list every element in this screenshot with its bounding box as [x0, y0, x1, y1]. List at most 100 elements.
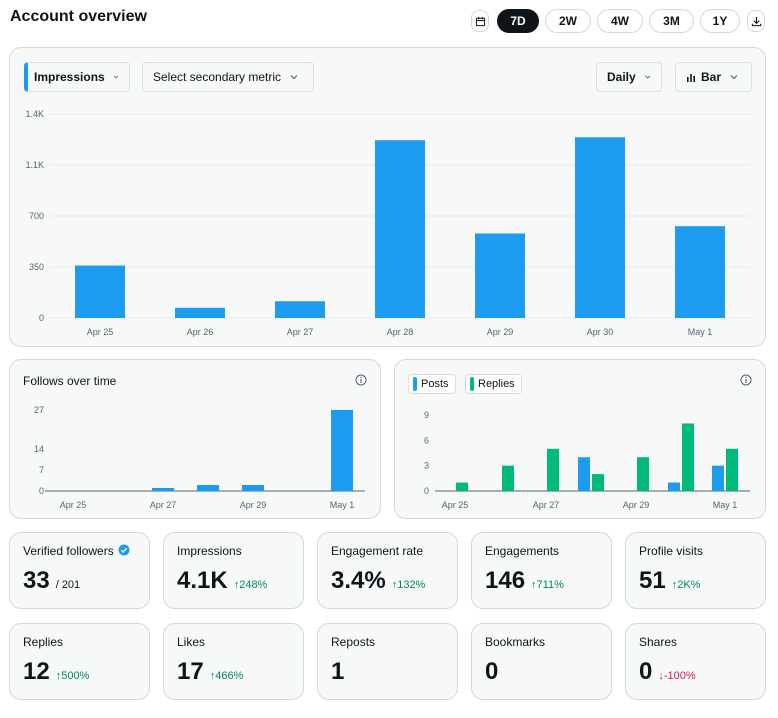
stat-value-row: 33 / 201 — [23, 567, 80, 595]
stat-value-row: 0 — [485, 658, 498, 686]
calendar-button[interactable] — [471, 10, 489, 32]
range-3m-button[interactable]: 3M — [649, 9, 694, 33]
replies-bar — [682, 423, 694, 491]
y-tick-label: 9 — [424, 410, 429, 420]
stat-value: 51 — [639, 567, 666, 594]
stat-value: 17 — [177, 658, 204, 685]
replies-bar — [502, 465, 514, 491]
chevron-down-icon — [644, 75, 650, 79]
bar — [375, 140, 425, 318]
y-tick-label: 350 — [29, 262, 44, 272]
follows-chart: 0 7 14 27 Apr 25 Apr 27 Apr 29 May 1 — [34, 405, 365, 510]
stat-value-row: 146 ↑711% — [485, 567, 564, 595]
legend-replies[interactable]: Replies — [465, 374, 522, 394]
y-tick-label: 27 — [34, 405, 44, 415]
x-tick-label: Apr 27 — [150, 500, 177, 510]
x-tick-label: Apr 25 — [87, 327, 114, 337]
info-icon[interactable] — [355, 374, 367, 386]
stat-label: Likes — [177, 635, 206, 649]
stat-label: Profile visits — [639, 544, 704, 558]
range-7d-button[interactable]: 7D — [497, 9, 539, 33]
y-tick-label: 6 — [424, 435, 429, 445]
x-tick-label: Apr 25 — [60, 500, 87, 510]
stat-label: Verified followers — [23, 544, 130, 558]
range-2w-label: 2W — [559, 14, 577, 28]
range-1y-label: 1Y — [712, 14, 728, 28]
stat-label: Impressions — [177, 544, 242, 558]
y-tick-label: 1.4K — [25, 109, 44, 119]
stat-value: 1 — [331, 658, 345, 685]
x-tick-label: Apr 27 — [533, 500, 560, 510]
x-tick-label: Apr 30 — [587, 327, 614, 337]
range-4w-button[interactable]: 4W — [597, 9, 643, 33]
stat-value: 146 — [485, 567, 526, 594]
stat-label: Reposts — [331, 635, 376, 649]
stat-card-reposts[interactable]: Reposts 1 — [317, 623, 458, 700]
stat-card-engagements[interactable]: Engagements 146 ↑711% — [471, 532, 612, 609]
stat-value-row: 12 ↑500% — [23, 658, 89, 686]
stat-card-verified-followers[interactable]: Verified followers 33 / 201 — [9, 532, 150, 609]
stat-card-likes[interactable]: Likes 17 ↑466% — [163, 623, 304, 700]
info-icon[interactable] — [740, 374, 752, 386]
bar — [242, 485, 264, 491]
x-tick-label: Apr 25 — [442, 500, 469, 510]
chevron-down-icon — [113, 75, 119, 79]
stat-card-engagement-rate[interactable]: Engagement rate 3.4% ↑132% — [317, 532, 458, 609]
posts-replies-card: Posts Replies 0 3 6 9 Apr 25 Apr 27 Apr 29 May … — [394, 359, 766, 519]
replies-swatch — [470, 377, 474, 391]
stat-value: 0 — [485, 658, 499, 685]
stat-card-impressions[interactable]: Impressions 4.1K ↑248% — [163, 532, 304, 609]
y-tick-label: 700 — [29, 211, 44, 221]
posts-replies-chart: 0 3 6 9 Apr 25 Apr 27 Apr 29 May 1 — [424, 410, 750, 510]
bar — [175, 307, 225, 318]
x-tick-label: Apr 27 — [287, 327, 314, 337]
y-tick-label: 0 — [424, 486, 429, 496]
download-button[interactable] — [747, 10, 765, 32]
stat-label: Engagements — [485, 544, 560, 558]
stat-label: Bookmarks — [485, 635, 546, 649]
bar — [475, 233, 525, 318]
chevron-down-icon — [290, 75, 298, 80]
stat-label: Engagement rate — [331, 544, 424, 558]
stat-value-row: 0 ↓-100% — [639, 658, 696, 686]
replies-bar — [456, 482, 468, 491]
stat-value-row: 51 ↑2K% — [639, 567, 700, 595]
stat-card-replies[interactable]: Replies 12 ↑500% — [9, 623, 150, 700]
bar — [675, 226, 725, 318]
legend-posts[interactable]: Posts — [408, 374, 456, 394]
posts-bar — [712, 465, 724, 491]
bar — [75, 265, 125, 318]
page-title: Account overview — [10, 8, 147, 25]
stat-value: 33 — [23, 567, 50, 594]
stat-delta: ↑2K% — [671, 579, 701, 591]
stat-value-row: 1 — [331, 658, 344, 686]
x-tick-label: Apr 29 — [623, 500, 650, 510]
stat-card-bookmarks[interactable]: Bookmarks 0 — [471, 623, 612, 700]
y-tick-label: 0 — [39, 486, 44, 496]
legend-replies-label: Replies — [478, 378, 515, 390]
replies-bar — [547, 448, 559, 491]
stat-delta: ↑500% — [55, 670, 90, 682]
x-tick-label: Apr 28 — [387, 327, 414, 337]
chart-type-select[interactable]: Bar — [675, 62, 752, 92]
interval-select[interactable]: Daily — [596, 62, 662, 92]
stat-total: / 201 — [55, 579, 81, 591]
primary-metric-select[interactable]: Impressions — [24, 62, 130, 92]
secondary-metric-select[interactable]: Select secondary metric — [142, 62, 314, 92]
verified-badge-icon — [118, 544, 130, 556]
posts-bar — [578, 457, 590, 491]
stat-card-profile-visits[interactable]: Profile visits 51 ↑2K% — [625, 532, 766, 609]
stat-label: Replies — [23, 635, 64, 649]
stat-card-shares[interactable]: Shares 0 ↓-100% — [625, 623, 766, 700]
bar — [331, 410, 353, 491]
range-2w-button[interactable]: 2W — [545, 9, 591, 33]
range-1y-button[interactable]: 1Y — [700, 9, 740, 33]
follows-card: Follows over time 0 7 14 27 Apr 25 Apr 27 Apr … — [9, 359, 381, 519]
range-4w-label: 4W — [611, 14, 629, 28]
posts-bar — [668, 482, 680, 491]
stat-value-row: 4.1K ↑248% — [177, 567, 267, 595]
y-tick-label: 14 — [34, 444, 44, 454]
bar-chart-icon — [687, 74, 695, 82]
stat-label: Shares — [639, 635, 678, 649]
primary-metric-label: Impressions — [34, 70, 105, 84]
